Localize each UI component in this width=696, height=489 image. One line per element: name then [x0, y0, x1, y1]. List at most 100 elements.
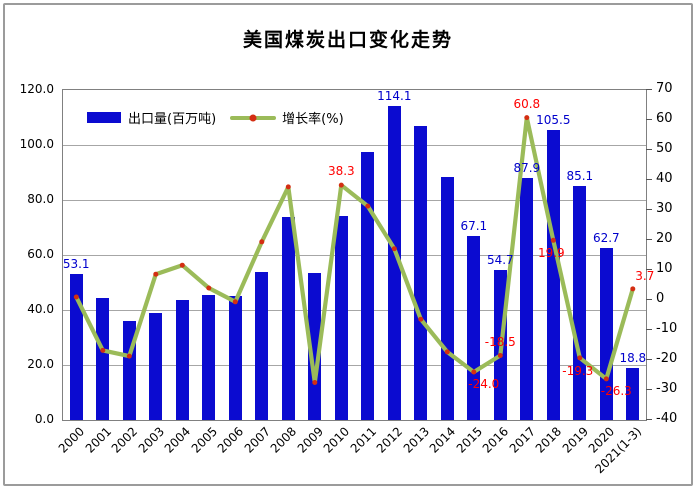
gridline: [63, 200, 646, 201]
bar: [520, 178, 534, 420]
bar-value-label: 54.7: [486, 252, 514, 267]
line-marker-icon: [73, 294, 79, 300]
line-marker-icon: [153, 271, 159, 277]
right-axis-tick: [646, 89, 652, 90]
bar-value-label: 62.7: [592, 230, 620, 245]
right-axis-tick: [646, 329, 652, 330]
left-axis-tick-label: 20.0: [27, 357, 54, 371]
bar-value-label: 53.1: [62, 257, 90, 271]
line-value-label: 3.7: [635, 268, 655, 283]
line-marker-icon: [471, 369, 477, 375]
bar: [202, 295, 216, 420]
line-marker-icon: [285, 184, 291, 190]
legend-line-swatch: [230, 114, 277, 121]
right-axis-tick: [646, 269, 652, 270]
bar-value-label: 85.1: [566, 169, 594, 183]
line-marker-icon: [100, 347, 106, 353]
bar: [546, 129, 560, 420]
right-axis-tick: [646, 179, 652, 180]
left-axis-tick-label: 60.0: [27, 247, 54, 261]
gridline: [63, 310, 646, 311]
line-marker-icon: [630, 286, 636, 292]
right-axis-tick-label: 10: [656, 261, 673, 276]
bar: [175, 300, 189, 420]
line-marker-icon: [232, 299, 238, 305]
line-value-label: 60.8: [513, 96, 541, 111]
line-marker-icon: [126, 353, 132, 359]
line-marker-icon: [444, 349, 450, 355]
legend-bar-swatch: [87, 112, 121, 123]
bar: [228, 296, 242, 421]
line-marker-icon: [391, 246, 397, 252]
line-marker-icon: [603, 376, 609, 382]
legend: 出口量(百万吨) 增长率(%): [87, 108, 358, 127]
bar: [626, 368, 640, 420]
line-value-label: -26.3: [600, 383, 632, 398]
right-axis-tick: [646, 209, 652, 210]
right-axis-tick: [646, 419, 652, 420]
right-axis-tick-label: 60: [656, 111, 673, 126]
line-value-label: -19.3: [562, 363, 594, 378]
line-value-label: 19.9: [537, 246, 565, 261]
bar: [440, 177, 454, 420]
bar-value-label: 67.1: [460, 218, 488, 233]
right-axis-tick: [646, 299, 652, 300]
left-axis-tick-label: 0.0: [34, 412, 54, 426]
bar: [387, 106, 401, 420]
gridline: [63, 145, 646, 146]
line-marker-icon: [206, 285, 212, 291]
legend-line-marker-icon: [249, 114, 257, 121]
right-axis-tick: [646, 149, 652, 150]
line-marker-icon: [497, 353, 503, 358]
bar-value-label: 87.9: [513, 161, 541, 176]
gridline: [63, 255, 646, 256]
bar-value-label: 114.1: [377, 89, 412, 104]
right-axis-tick-label: 20: [656, 231, 673, 246]
line-value-label: -18.5: [484, 334, 516, 349]
line-marker-icon: [524, 115, 530, 121]
line-marker-icon: [365, 203, 371, 209]
right-axis-tick-label: 50: [656, 141, 673, 156]
line-marker-icon: [259, 239, 265, 245]
bar-value-label: 105.5: [536, 112, 571, 127]
line-marker-icon: [338, 182, 344, 188]
right-axis-tick-label: 70: [656, 81, 673, 96]
left-axis-tick-label: 120.0: [19, 82, 54, 96]
right-axis-tick-label: 40: [656, 171, 673, 186]
bar: [414, 126, 428, 420]
legend-line-label: 增长率(%): [282, 112, 344, 127]
bar-value-label: 18.8: [619, 351, 647, 366]
legend-bar-label: 出口量(百万吨): [128, 112, 217, 127]
right-axis-tick-label: 0: [656, 291, 665, 306]
line-value-label: 38.3: [327, 164, 355, 179]
right-axis-tick: [646, 239, 652, 240]
bar: [308, 272, 322, 420]
bar: [255, 272, 269, 420]
growth-rate-line: [73, 115, 636, 385]
left-axis-tick-label: 80.0: [27, 192, 54, 206]
line-value-label: -24.0: [468, 377, 500, 391]
right-axis-tick: [646, 389, 652, 390]
line-marker-icon: [418, 316, 424, 322]
line-marker-icon: [550, 237, 556, 243]
left-axis-tick-label: 40.0: [27, 302, 54, 316]
bar: [96, 298, 110, 420]
gridline: [63, 365, 646, 366]
bar: [361, 152, 375, 420]
bar: [281, 216, 295, 420]
chart-title: 美国煤炭出口变化走势: [242, 29, 453, 51]
bar: [467, 235, 481, 420]
right-axis-tick-label: -10: [656, 321, 678, 336]
right-axis-tick-label: 30: [656, 201, 673, 216]
line-marker-icon: [179, 262, 185, 268]
bar: [334, 216, 348, 420]
bar: [69, 274, 83, 420]
line-marker-icon: [312, 380, 318, 385]
right-axis-tick: [646, 119, 652, 120]
right-axis-tick: [646, 359, 652, 360]
right-axis-tick-label: -40: [656, 411, 678, 426]
left-axis-tick-label: 100.0: [19, 137, 54, 151]
plot-area: 53.1 114.1 67.1 54.7 87.9 105.5 85.1 62.7 18.8 38…: [62, 89, 654, 421]
bar: [149, 312, 163, 420]
